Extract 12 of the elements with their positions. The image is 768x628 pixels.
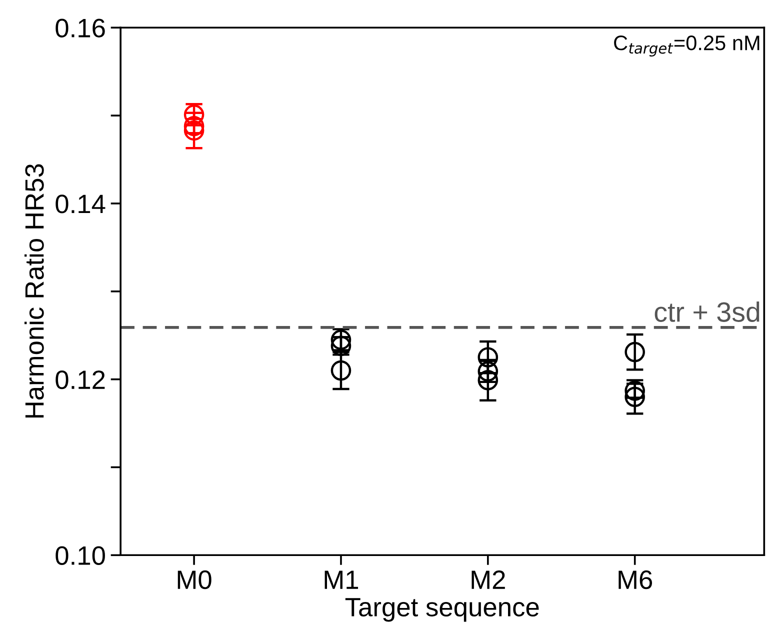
x-tick-label: M1	[324, 570, 358, 589]
x-tick-label: M0	[178, 570, 212, 590]
x-axis-title: Target sequence	[345, 598, 539, 622]
annotation: C$_{target}$=0.25 nM	[614, 36, 760, 57]
ref-line-label: ctr + 3sd	[654, 302, 760, 322]
x-tick-label: M2	[472, 570, 505, 589]
y-tick-label: 0.16	[56, 18, 105, 38]
y-tick-label: 0.12	[56, 370, 105, 390]
y-tick-label: 0.14	[56, 194, 106, 214]
y-axis-title: Harmonic Ratio HR53	[24, 164, 44, 418]
text: 0.10	[56, 546, 105, 565]
x-tick-label: M6	[618, 570, 652, 590]
